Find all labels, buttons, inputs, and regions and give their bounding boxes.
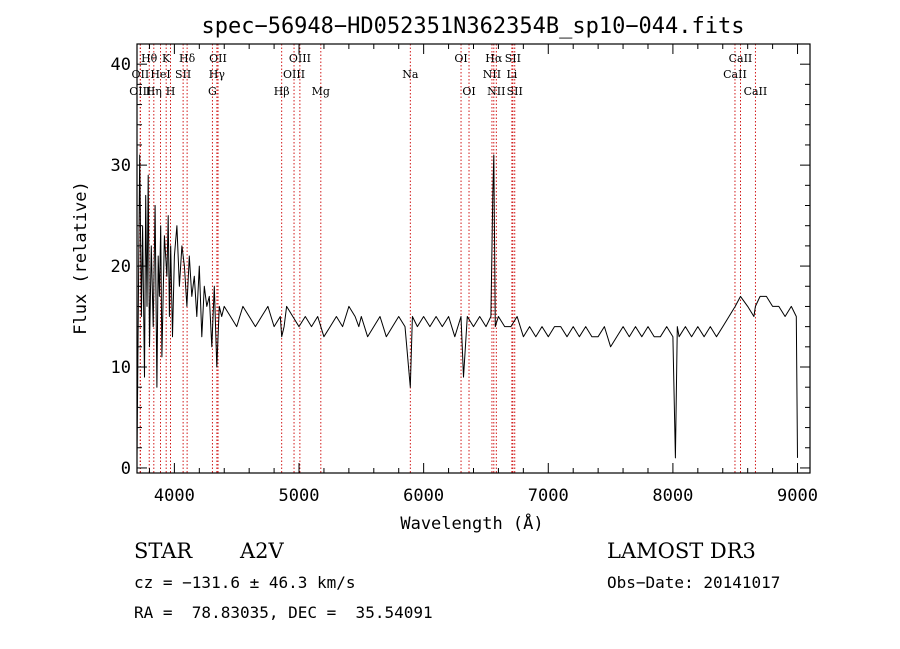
y-tick-label: 30	[111, 156, 131, 176]
line-marker-label: Hη	[146, 85, 162, 98]
line-marker-label: Hδ	[179, 52, 196, 65]
line-marker-label: Mg	[312, 85, 330, 98]
line-marker-label: SII	[175, 68, 191, 81]
line-marker-label: CaII	[744, 85, 768, 98]
line-markers	[139, 44, 756, 473]
chart-title: spec−56948−HD052351N362354B_sp10−044.fit…	[201, 14, 744, 39]
line-marker-label: H	[166, 85, 176, 98]
line-marker-label: HeI	[150, 68, 170, 81]
survey-name: LAMOST DR3	[607, 539, 756, 563]
y-axis-label: Flux (relative)	[71, 181, 91, 335]
line-marker-label: NII	[487, 85, 505, 98]
redshift-velocity: cz = −131.6 ± 46.3 km/s	[134, 573, 356, 592]
line-marker-label: Hθ	[141, 52, 158, 65]
line-marker-label: G	[208, 85, 217, 98]
spectral-class: A2V	[240, 539, 284, 563]
line-marker-label: Hα	[485, 52, 503, 65]
line-marker-label: Hγ	[209, 68, 226, 81]
y-axis: 0 10 20 30 40	[111, 43, 810, 479]
x-axis: 4000 5000 6000 7000 8000 9000	[148, 44, 818, 506]
coordinates: RA = 78.83035, DEC = 35.54091	[134, 603, 433, 622]
x-tick-label: 6000	[403, 486, 444, 506]
line-marker-label: OIII	[129, 85, 151, 98]
x-tick-label: 8000	[652, 486, 693, 506]
plot-frame	[136, 43, 811, 474]
line-marker-label: OI	[454, 52, 467, 65]
x-tick-label: 7000	[528, 486, 569, 506]
line-marker-labels: OIIHθOIIIHηKHeIHSIIHδGOIIHγHβOIIIOIIIMgN…	[129, 52, 767, 98]
line-marker-label: SII	[505, 52, 521, 65]
line-marker-label: OI	[462, 85, 475, 98]
spectrum-plot	[136, 154, 798, 459]
line-marker-label: OIII	[283, 68, 305, 81]
line-marker-label: CaII	[729, 52, 753, 65]
spectrum-line-0	[136, 154, 798, 459]
object-type: STAR	[134, 539, 193, 563]
line-marker-label: OIII	[289, 52, 311, 65]
line-marker-label: SII	[507, 85, 523, 98]
line-marker-label: OII	[132, 68, 150, 81]
line-marker-label: K	[162, 52, 171, 65]
line-marker-label: Na	[402, 68, 419, 81]
y-tick-label: 10	[111, 358, 131, 378]
x-tick-label: 4000	[154, 486, 195, 506]
line-marker-label: CaII	[723, 68, 747, 81]
y-tick-label: 20	[111, 257, 131, 277]
observation-date: Obs−Date: 20141017	[607, 573, 781, 592]
x-tick-label: 9000	[777, 486, 818, 506]
y-tick-label: 0	[121, 459, 131, 479]
line-marker-label: OII	[209, 52, 227, 65]
x-axis-label: Wavelength (Å)	[400, 512, 543, 534]
x-tick-label: 5000	[279, 486, 320, 506]
line-marker-label: Hβ	[274, 85, 290, 98]
y-tick-label: 40	[111, 55, 131, 75]
line-marker-label: Li	[506, 68, 517, 81]
line-marker-label: NII	[483, 68, 501, 81]
